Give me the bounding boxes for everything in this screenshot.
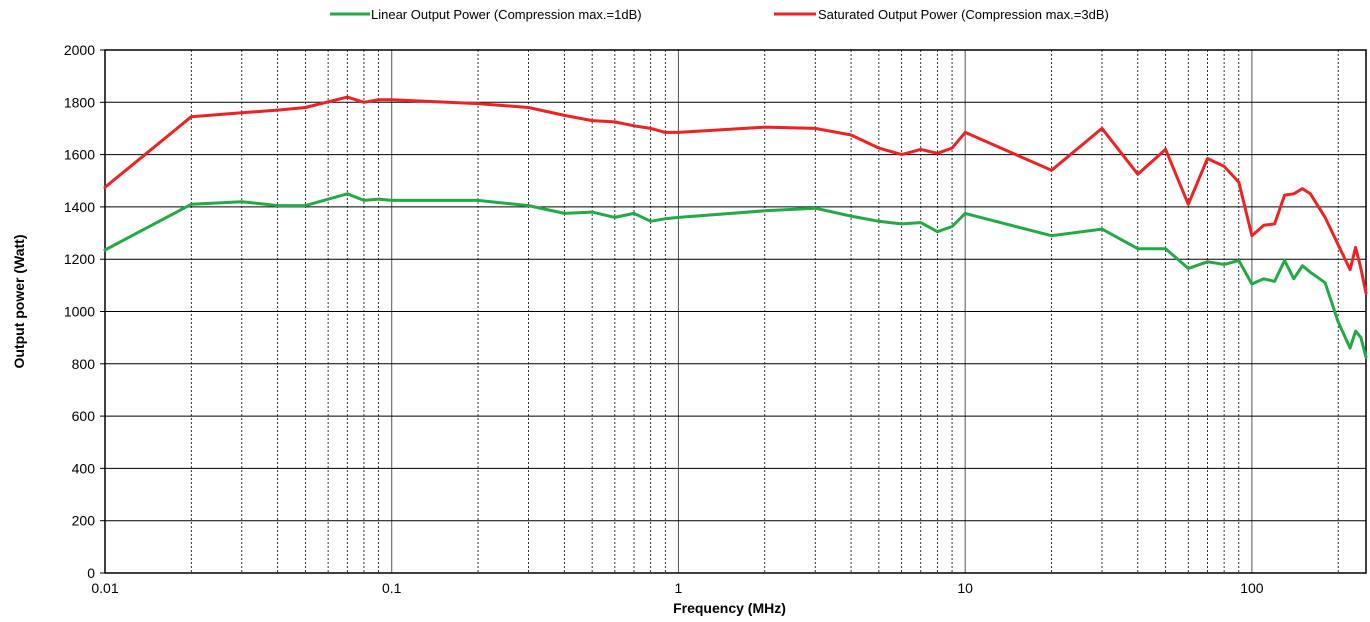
y-axis-title: Output power (Watt) bbox=[11, 234, 27, 368]
x-tick-label: 10 bbox=[957, 580, 973, 596]
y-tick-label: 2000 bbox=[64, 42, 95, 58]
series-layer bbox=[103, 95, 1368, 359]
legend-label-linear: Linear Output Power (Compression max.=1d… bbox=[371, 7, 642, 22]
x-axis-title: Frequency (MHz) bbox=[673, 600, 786, 616]
y-tick-label: 1000 bbox=[64, 304, 95, 320]
y-tick-label: 1600 bbox=[64, 147, 95, 163]
x-tick-labels: 0.01 0.1 1 10 100 bbox=[91, 580, 1263, 596]
y-tick-label: 200 bbox=[72, 513, 96, 529]
y-tick-label: 800 bbox=[72, 356, 96, 372]
x-tick-label: 100 bbox=[1240, 580, 1264, 596]
x-tick-label: 0.01 bbox=[91, 580, 118, 596]
y-tick-labels: 0 200 400 600 800 1000 1200 1400 1600 1800 2000 bbox=[64, 42, 105, 581]
series-line-saturated bbox=[103, 95, 1368, 295]
y-tick-label: 1200 bbox=[64, 251, 95, 267]
legend-label-saturated: Saturated Output Power (Compression max.… bbox=[818, 7, 1109, 22]
y-tick-label: 400 bbox=[72, 460, 96, 476]
y-tick-label: 1800 bbox=[64, 94, 95, 110]
x-tick-label: 1 bbox=[675, 580, 683, 596]
y-tick-label: 600 bbox=[72, 408, 96, 424]
grid-layer bbox=[104, 49, 1366, 574]
legend: Linear Output Power (Compression max.=1d… bbox=[330, 7, 1109, 22]
x-tick-label: 0.1 bbox=[382, 580, 402, 596]
y-tick-label: 0 bbox=[87, 565, 95, 581]
y-tick-label: 1400 bbox=[64, 199, 95, 215]
series-line-linear bbox=[103, 192, 1368, 359]
